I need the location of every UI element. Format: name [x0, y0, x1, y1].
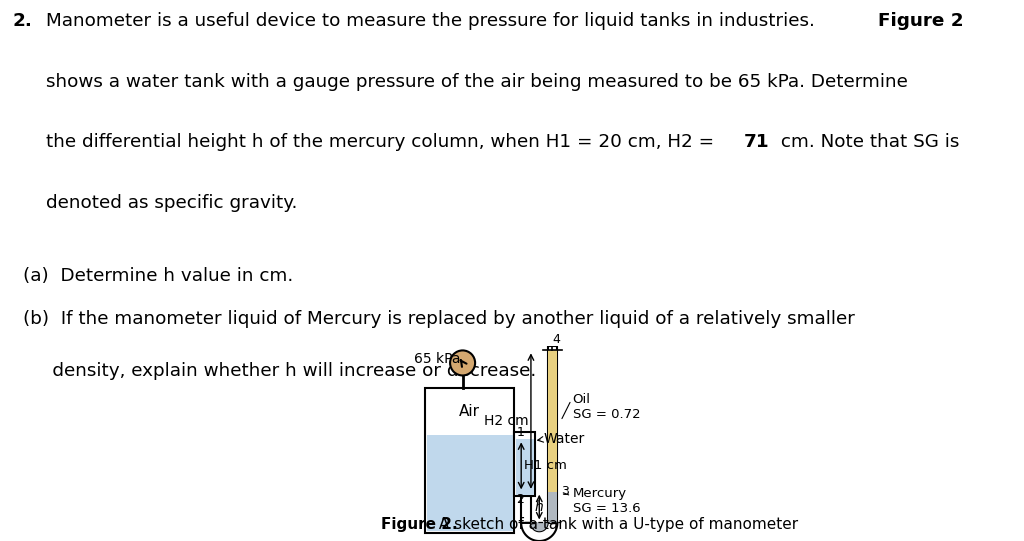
- Text: 2.: 2.: [12, 12, 32, 30]
- Text: A sketch of a tank with a U-type of manometer: A sketch of a tank with a U-type of mano…: [434, 517, 799, 532]
- Bar: [425, 388, 514, 533]
- Circle shape: [451, 351, 475, 375]
- Text: h: h: [535, 500, 544, 514]
- Bar: [514, 432, 536, 497]
- Polygon shape: [521, 523, 557, 541]
- Text: Oil
SG = 0.72: Oil SG = 0.72: [572, 393, 640, 421]
- Text: the differential height h of the mercury column, when H1 = 20 cm, H2 =: the differential height h of the mercury…: [46, 133, 720, 151]
- Text: denoted as specific gravity.: denoted as specific gravity.: [46, 194, 297, 212]
- Text: Figure 2: Figure 2: [878, 12, 964, 30]
- Text: shows a water tank with a gauge pressure of the air being measured to be 65 kPa.: shows a water tank with a gauge pressure…: [46, 72, 908, 91]
- Bar: [521, 497, 530, 523]
- Bar: [548, 492, 557, 523]
- Polygon shape: [530, 523, 548, 531]
- Text: Figure 2.: Figure 2.: [381, 517, 458, 532]
- Text: 71: 71: [743, 133, 769, 151]
- Text: Manometer is a useful device to measure the pressure for liquid tanks in industr: Manometer is a useful device to measure …: [46, 12, 821, 30]
- Text: Water: Water: [544, 432, 585, 446]
- Text: Air: Air: [459, 404, 480, 419]
- Bar: [548, 351, 557, 492]
- Text: 65 kPa: 65 kPa: [415, 352, 461, 366]
- Text: H1 cm: H1 cm: [524, 459, 567, 472]
- Text: cm. Note that SG is: cm. Note that SG is: [775, 133, 959, 151]
- Bar: [548, 346, 557, 523]
- Text: 2: 2: [516, 493, 524, 506]
- Text: (b)  If the manometer liquid of Mercury is replaced by another liquid of a relat: (b) If the manometer liquid of Mercury i…: [23, 309, 854, 328]
- Text: 1: 1: [516, 426, 524, 439]
- Text: (a)  Determine h value in cm.: (a) Determine h value in cm.: [23, 267, 293, 285]
- Bar: [516, 439, 534, 495]
- Text: density, explain whether h will increase or decrease.: density, explain whether h will increase…: [23, 362, 536, 380]
- Text: 4: 4: [553, 333, 561, 346]
- Bar: [427, 436, 513, 531]
- Text: 3: 3: [561, 485, 568, 498]
- Text: H2 cm: H2 cm: [483, 414, 528, 428]
- Text: Mercury
SG = 13.6: Mercury SG = 13.6: [572, 487, 640, 516]
